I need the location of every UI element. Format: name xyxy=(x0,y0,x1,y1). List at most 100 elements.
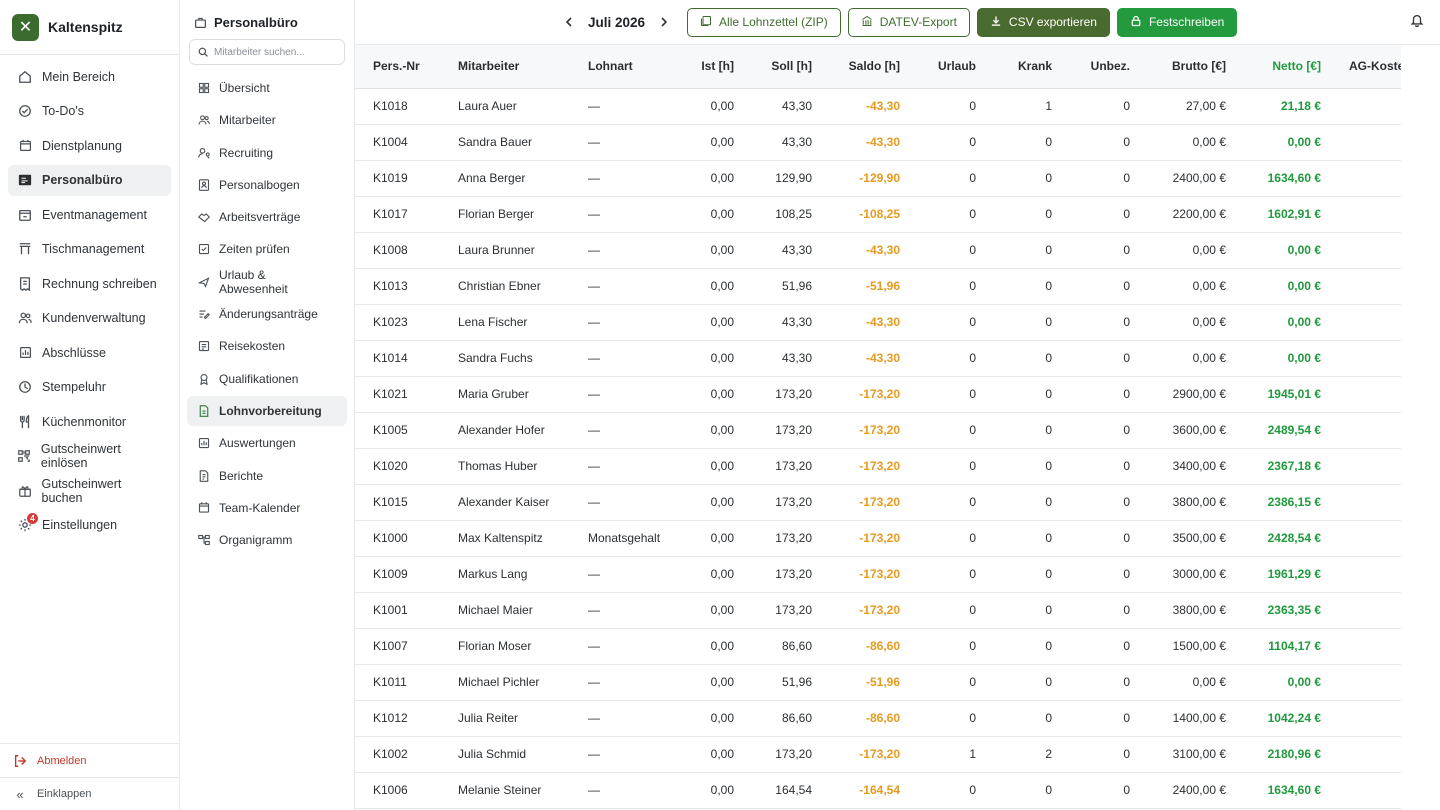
sidebar-item-tischmanagement[interactable]: Tischmanagement xyxy=(8,234,171,265)
table-row[interactable]: K1018 Laura Auer —0,00 43,30 -43,30 0 1 0 27,00 … xyxy=(355,88,1401,125)
table-row[interactable]: K1008 Laura Brunner —0,00 43,30 -43,30 0 0 0 0,0… xyxy=(355,232,1401,269)
prev-month-button[interactable] xyxy=(560,11,578,33)
subnav-item-team-kalender[interactable]: Team-Kalender xyxy=(187,493,347,523)
sidebar-item-dienstplanung[interactable]: Dienstplanung xyxy=(8,130,171,161)
cell-unpaid: 0 xyxy=(1062,376,1140,413)
cell-target-hours: 51,96 xyxy=(744,664,822,701)
gift-icon xyxy=(17,483,33,499)
column-header-balance-hours[interactable]: Saldo [h] xyxy=(822,45,910,89)
cell-vacation: 0 xyxy=(910,628,986,665)
cell-net: 0,00 € xyxy=(1236,340,1331,377)
sidebar-item-einstellungen[interactable]: 4 Einstellungen xyxy=(8,510,171,541)
table-row[interactable]: K1002 Julia Schmid —0,00 173,20 -173,20 1 2 0 31… xyxy=(355,736,1401,773)
lock-payroll-button[interactable]: Festschreiben xyxy=(1116,7,1238,37)
cell-balance-hours: -173,20 xyxy=(822,556,910,593)
subnav-item-mitarbeiter[interactable]: Mitarbeiter xyxy=(187,105,347,135)
sidebar-item-gutscheinwert-einlosen[interactable]: Gutscheinwert einlösen xyxy=(8,441,171,472)
sub-nav-list: Übersicht Mitarbeiter Recruiting Personalbo… xyxy=(187,73,347,555)
sidebar-item-mein-bereich[interactable]: Mein Bereich xyxy=(8,61,171,92)
table-row[interactable]: K1014 Sandra Fuchs —0,00 43,30 -43,30 0 0 0 0,00… xyxy=(355,340,1401,377)
subnav-item-zeiten-prufen[interactable]: Zeiten prüfen xyxy=(187,234,347,264)
cell-balance-hours: -173,20 xyxy=(822,484,910,521)
cell-vacation: 0 xyxy=(910,664,986,701)
table-row[interactable]: K1000 Max Kaltenspitz Monatsgehalt 0,00 173,… xyxy=(355,520,1401,557)
brand[interactable]: ✕ Kaltenspitz xyxy=(0,0,179,55)
subnav-item-organigramm[interactable]: Organigramm xyxy=(187,525,347,555)
sidebar-item-eventmanagement[interactable]: Eventmanagement xyxy=(8,199,171,230)
payroll-table-container[interactable]: Pers.-Nr Mitarbeiter Lohnart Ist [h] Soll [h… xyxy=(355,45,1401,810)
logout-button[interactable]: Abmelden xyxy=(0,744,179,777)
collapse-button[interactable]: « Einklappen xyxy=(0,777,179,810)
subnav-item-recruiting[interactable]: Recruiting xyxy=(187,138,347,168)
cell-unpaid: 0 xyxy=(1062,448,1140,485)
cell-unpaid: 0 xyxy=(1062,772,1140,809)
subnav-item-auswertungen[interactable]: Auswertungen xyxy=(187,428,347,458)
cell-pers-nr: K1005 xyxy=(355,412,440,449)
csv-export-button[interactable]: CSV exportieren xyxy=(976,7,1110,37)
column-header-sick[interactable]: Krank xyxy=(986,45,1062,89)
check-circle-icon xyxy=(17,103,33,119)
employee-search-input[interactable] xyxy=(214,46,344,58)
table-row[interactable]: K1017 Florian Berger —0,00 108,25 -108,25 0 0 0… xyxy=(355,196,1401,233)
cell-wage-type: Monatsgehalt xyxy=(570,520,665,557)
table-row[interactable]: K1023 Lena Fischer —0,00 43,30 -43,30 0 0 0 0,00… xyxy=(355,304,1401,341)
table-row[interactable]: K1019 Anna Berger —0,00 129,90 -129,90 0 0 0 240… xyxy=(355,160,1401,197)
column-header-actual-hours[interactable]: Ist [h] xyxy=(665,45,744,89)
notification-bell-icon[interactable] xyxy=(1408,11,1426,29)
table-row[interactable]: K1009 Markus Lang —0,00 173,20 -173,20 0 0 0 300… xyxy=(355,556,1401,593)
column-header-employer-cost[interactable]: AG-Kosten xyxy=(1331,45,1401,89)
column-header-vacation[interactable]: Urlaub xyxy=(910,45,986,89)
subnav-item-lohnvorbereitung[interactable]: Lohnvorbereitung xyxy=(187,395,347,426)
employee-search[interactable] xyxy=(189,39,345,65)
column-header-target-hours[interactable]: Soll [h] xyxy=(744,45,822,89)
cell-employee: Thomas Huber xyxy=(440,448,570,485)
cell-vacation: 0 xyxy=(910,448,986,485)
subnav-item-reisekosten[interactable]: Reisekosten xyxy=(187,331,347,361)
column-header-net[interactable]: Netto [€] xyxy=(1236,45,1331,89)
column-header-pers-nr[interactable]: Pers.-Nr xyxy=(355,45,440,89)
table-row[interactable]: K1001 Michael Maier —0,00 173,20 -173,20 0 0 0 3… xyxy=(355,592,1401,629)
subnav-item-arbeitsvertrage[interactable]: Arbeitsverträge xyxy=(187,202,347,232)
table-row[interactable]: K1011 Michael Pichler —0,00 51,96 -51,96 0 0 0 0… xyxy=(355,664,1401,701)
sidebar-item-kundenverwaltung[interactable]: Kundenverwaltung xyxy=(8,303,171,334)
cell-net: 0,00 € xyxy=(1236,124,1331,161)
cell-employer-cost: 4596 xyxy=(1331,592,1401,629)
sidebar-item-to-do-s[interactable]: To-Do's xyxy=(8,96,171,127)
subnav-item-urlaub-abwesenheit[interactable]: Urlaub & Abwesenheit xyxy=(187,267,347,297)
sidebar-item-kuchenmonitor[interactable]: Küchenmonitor xyxy=(8,406,171,437)
subnav-item-berichte[interactable]: Berichte xyxy=(187,461,347,491)
cell-employee: Florian Berger xyxy=(440,196,570,233)
table-row[interactable]: K1012 Julia Reiter —0,00 86,60 -86,60 0 0 0 1400… xyxy=(355,700,1401,737)
sidebar-item-rechnung-schreiben[interactable]: Rechnung schreiben xyxy=(8,268,171,299)
column-header-wage-type[interactable]: Lohnart xyxy=(570,45,665,89)
subnav-item-anderungsantrage[interactable]: Änderungsanträge xyxy=(187,299,347,329)
subnav-item-label: Übersicht xyxy=(219,81,270,95)
column-header-gross[interactable]: Brutto [€] xyxy=(1140,45,1236,89)
next-month-button[interactable] xyxy=(655,11,673,33)
sidebar-item-stempeluhr[interactable]: Stempeluhr xyxy=(8,372,171,403)
cell-balance-hours: -43,30 xyxy=(822,232,910,269)
table-row[interactable]: K1004 Sandra Bauer —0,00 43,30 -43,30 0 0 0 0,00… xyxy=(355,124,1401,161)
sidebar-item-gutscheinwert-buchen[interactable]: Gutscheinwert buchen xyxy=(8,475,171,506)
cell-actual-hours: 0,00 xyxy=(665,340,744,377)
sidebar-item-abschlusse[interactable]: Abschlüsse xyxy=(8,337,171,368)
table-row[interactable]: K1021 Maria Gruber —0,00 173,20 -173,20 0 0 0 29… xyxy=(355,376,1401,413)
cell-wage-type: — xyxy=(570,484,665,521)
sidebar-item-label: Personalbüro xyxy=(42,173,123,187)
table-row[interactable]: K1006 Melanie Steiner —0,00 164,54 -164,54 0 0… xyxy=(355,772,1401,809)
column-header-unpaid[interactable]: Unbez. xyxy=(1062,45,1140,89)
table-row[interactable]: K1020 Thomas Huber —0,00 173,20 -173,20 0 0 0 34… xyxy=(355,448,1401,485)
cell-actual-hours: 0,00 xyxy=(665,664,744,701)
subnav-item-personalbogen[interactable]: Personalbogen xyxy=(187,170,347,200)
column-header-employee[interactable]: Mitarbeiter xyxy=(440,45,570,89)
subnav-item-ubersicht[interactable]: Übersicht xyxy=(187,73,347,103)
table-row[interactable]: K1015 Alexander Kaiser —0,00 173,20 -173,20 0… xyxy=(355,484,1401,521)
datev-export-button[interactable]: DATEV-Export xyxy=(847,7,970,37)
download-zip-button[interactable]: Alle Lohnzettel (ZIP) xyxy=(687,7,841,37)
table-row[interactable]: K1013 Christian Ebner —0,00 51,96 -51,96 0 0 0 0… xyxy=(355,268,1401,305)
subnav-item-qualifikationen[interactable]: Qualifikationen xyxy=(187,364,347,394)
table-row[interactable]: K1007 Florian Moser —0,00 86,60 -86,60 0 0 0 150… xyxy=(355,628,1401,665)
table-row[interactable]: K1005 Alexander Hofer —0,00 173,20 -173,20 0 0… xyxy=(355,412,1401,449)
download-zip-label: Alle Lohnzettel (ZIP) xyxy=(719,15,828,29)
sidebar-item-personalburo[interactable]: Personalbüro xyxy=(8,164,171,196)
